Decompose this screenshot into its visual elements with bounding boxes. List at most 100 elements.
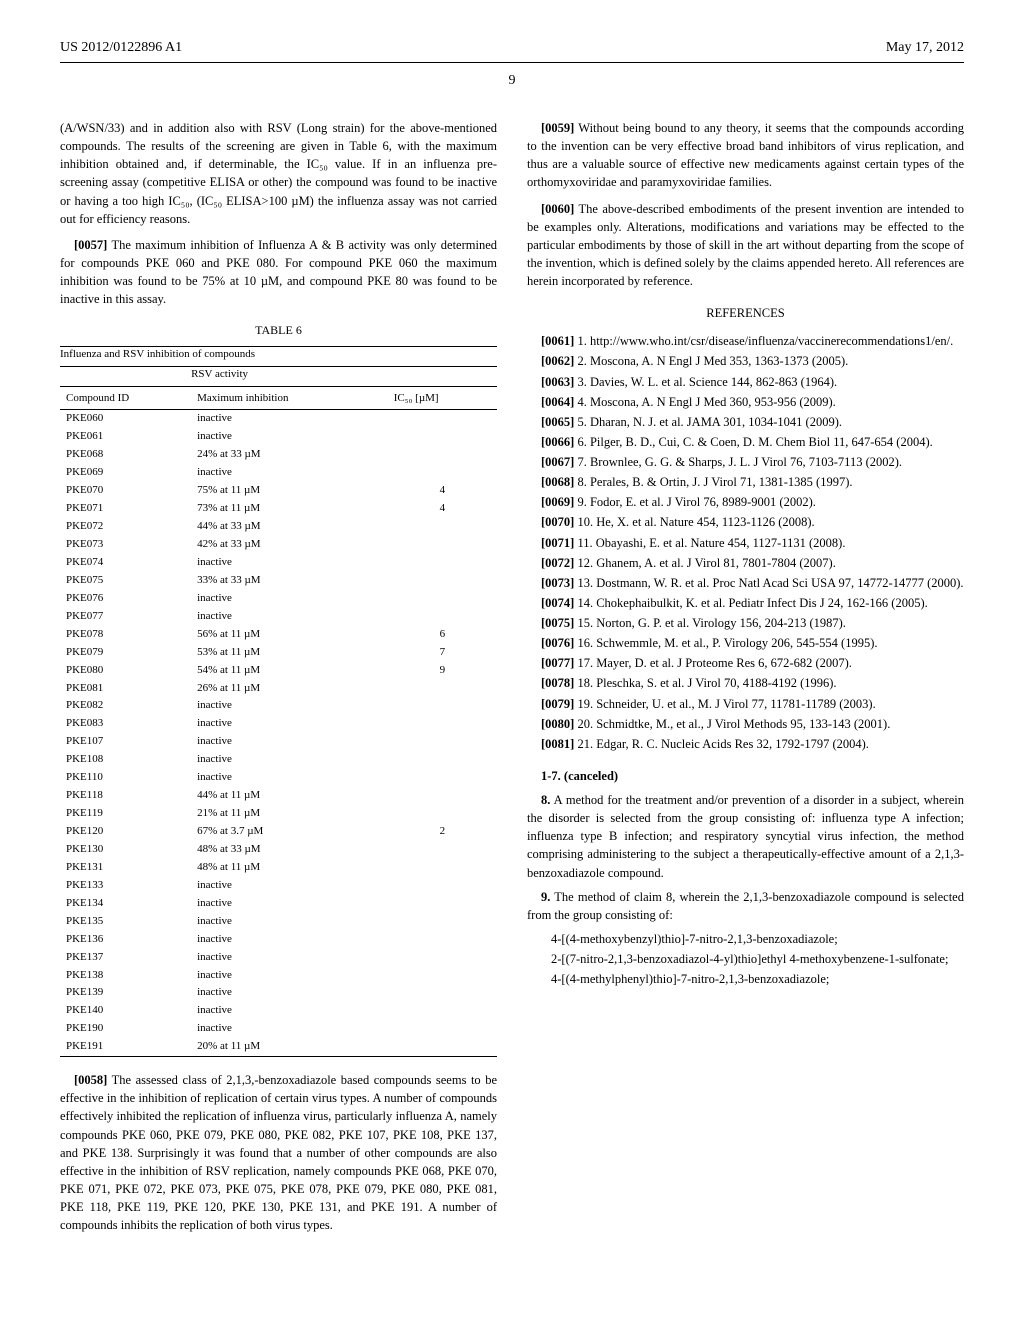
cell-ic50 — [388, 680, 497, 698]
reference-num: [0067] — [541, 455, 577, 469]
reference-item: [0074] 14. Chokephaibulkit, K. et al. Pe… — [527, 594, 964, 612]
publication-number: US 2012/0122896 A1 — [60, 40, 182, 56]
table-row: PKE07173% at 11 µM4 — [60, 500, 497, 518]
cell-compound-id: PKE079 — [60, 644, 191, 662]
reference-text: 3. Davies, W. L. et al. Science 144, 862… — [577, 375, 837, 389]
cell-compound-id: PKE061 — [60, 428, 191, 446]
para-60-text: The above-described embodiments of the p… — [527, 202, 964, 289]
table-row: PKE07856% at 11 µM6 — [60, 626, 497, 644]
table-row: PKE135inactive — [60, 913, 497, 931]
reference-text: 5. Dharan, N. J. et al. JAMA 301, 1034-1… — [577, 415, 842, 429]
table-row: PKE08126% at 11 µM — [60, 680, 497, 698]
table-row: PKE134inactive — [60, 895, 497, 913]
cell-compound-id: PKE118 — [60, 787, 191, 805]
reference-text: 8. Perales, B. & Ortin, J. J Virol 71, 1… — [577, 475, 852, 489]
cell-compound-id: PKE060 — [60, 410, 191, 428]
reference-item: [0070] 10. He, X. et al. Nature 454, 112… — [527, 513, 964, 531]
reference-item: [0071] 11. Obayashi, E. et al. Nature 45… — [527, 534, 964, 552]
reference-item: [0081] 21. Edgar, R. C. Nucleic Acids Re… — [527, 735, 964, 753]
cell-compound-id: PKE138 — [60, 967, 191, 985]
reference-item: [0072] 12. Ghanem, A. et al. J Virol 81,… — [527, 554, 964, 572]
para-56: (A/WSN/33) and in addition also with RSV… — [60, 119, 497, 228]
cell-ic50 — [388, 877, 497, 895]
cell-ic50: 4 — [388, 482, 497, 500]
table-row: PKE19120% at 11 µM — [60, 1038, 497, 1056]
reference-text: 18. Pleschka, S. et al. J Virol 70, 4188… — [577, 676, 836, 690]
reference-text: 6. Pilger, B. D., Cui, C. & Coen, D. M. … — [577, 435, 932, 449]
claim-9-num: 9. — [541, 890, 550, 904]
para-59-text: Without being bound to any theory, it se… — [527, 121, 964, 189]
table6-title: Influenza and RSV inhibition of compound… — [60, 346, 497, 366]
reference-num: [0064] — [541, 395, 577, 409]
cell-ic50: 6 — [388, 626, 497, 644]
reference-num: [0068] — [541, 475, 577, 489]
reference-item: [0075] 15. Norton, G. P. et al. Virology… — [527, 614, 964, 632]
table-row: PKE08054% at 11 µM9 — [60, 662, 497, 680]
cell-ic50 — [388, 715, 497, 733]
table-row: PKE082inactive — [60, 697, 497, 715]
cell-ic50 — [388, 608, 497, 626]
table-row: PKE077inactive — [60, 608, 497, 626]
cell-ic50: 7 — [388, 644, 497, 662]
cell-compound-id: PKE083 — [60, 715, 191, 733]
cell-max-inhibition: 73% at 11 µM — [191, 500, 388, 518]
cell-compound-id: PKE068 — [60, 446, 191, 464]
reference-num: [0070] — [541, 515, 577, 529]
reference-num: [0073] — [541, 576, 577, 590]
reference-item: [0062] 2. Moscona, A. N Engl J Med 353, … — [527, 352, 964, 370]
claim-1-7: 1-7. (canceled) — [527, 767, 964, 785]
table-row: PKE074inactive — [60, 554, 497, 572]
table-row: PKE076inactive — [60, 590, 497, 608]
publication-date: May 17, 2012 — [886, 40, 964, 56]
cell-max-inhibition: 48% at 11 µM — [191, 859, 388, 877]
cell-max-inhibition: inactive — [191, 554, 388, 572]
cell-max-inhibition: 33% at 33 µM — [191, 572, 388, 590]
references-heading: REFERENCES — [527, 304, 964, 322]
reference-item: [0078] 18. Pleschka, S. et al. J Virol 7… — [527, 674, 964, 692]
cell-compound-id: PKE069 — [60, 464, 191, 482]
claim-9-text: The method of claim 8, wherein the 2,1,3… — [527, 890, 964, 922]
para-57-num: [0057] — [74, 238, 107, 252]
table-row: PKE07244% at 33 µM — [60, 518, 497, 536]
reference-item: [0076] 16. Schwemmle, M. et al., P. Viro… — [527, 634, 964, 652]
cell-compound-id: PKE134 — [60, 895, 191, 913]
cell-max-inhibition: 54% at 11 µM — [191, 662, 388, 680]
cell-max-inhibition: inactive — [191, 697, 388, 715]
reference-item: [0063] 3. Davies, W. L. et al. Science 1… — [527, 373, 964, 391]
table-row: PKE137inactive — [60, 949, 497, 967]
table-row: PKE069inactive — [60, 464, 497, 482]
reference-text: 12. Ghanem, A. et al. J Virol 81, 7801-7… — [577, 556, 835, 570]
cell-ic50 — [388, 1020, 497, 1038]
reference-num: [0077] — [541, 656, 577, 670]
cell-max-inhibition: 42% at 33 µM — [191, 536, 388, 554]
reference-num: [0075] — [541, 616, 577, 630]
cell-ic50 — [388, 931, 497, 949]
cell-compound-id: PKE108 — [60, 751, 191, 769]
table-row: PKE083inactive — [60, 715, 497, 733]
cell-max-inhibition: inactive — [191, 608, 388, 626]
table-row: PKE13148% at 11 µM — [60, 859, 497, 877]
cell-compound-id: PKE080 — [60, 662, 191, 680]
cell-max-inhibition: 67% at 3.7 µM — [191, 823, 388, 841]
cell-ic50 — [388, 590, 497, 608]
table6-body: PKE060inactivePKE061inactivePKE06824% at… — [60, 410, 497, 1057]
claim-9a: 4-[(4-methoxybenzyl)thio]-7-nitro-2,1,3-… — [527, 930, 964, 948]
table-row: PKE07075% at 11 µM4 — [60, 482, 497, 500]
cell-compound-id: PKE081 — [60, 680, 191, 698]
claim-9: 9. The method of claim 8, wherein the 2,… — [527, 888, 964, 924]
cell-max-inhibition: 24% at 33 µM — [191, 446, 388, 464]
cell-ic50: 4 — [388, 500, 497, 518]
cell-compound-id: PKE107 — [60, 733, 191, 751]
para-58-text: The assessed class of 2,1,3,-benzoxadiaz… — [60, 1073, 497, 1232]
reference-num: [0074] — [541, 596, 577, 610]
table-row: PKE140inactive — [60, 1002, 497, 1020]
table6-col1: Compound ID — [60, 386, 191, 410]
table-row: PKE133inactive — [60, 877, 497, 895]
cell-max-inhibition: 56% at 11 µM — [191, 626, 388, 644]
para-60-num: [0060] — [541, 202, 574, 216]
table-row: PKE13048% at 33 µM — [60, 841, 497, 859]
right-column: [0059] Without being bound to any theory… — [527, 119, 964, 1242]
reference-num: [0062] — [541, 354, 577, 368]
table-row: PKE060inactive — [60, 410, 497, 428]
cell-ic50 — [388, 751, 497, 769]
